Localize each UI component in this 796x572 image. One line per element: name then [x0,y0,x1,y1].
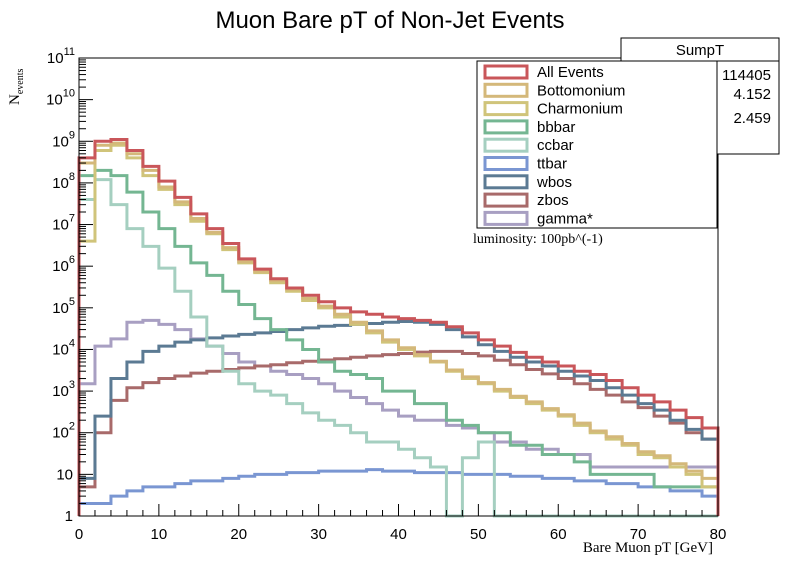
legend-label: wbos [536,174,572,191]
y-tick-base: 10 [47,50,64,67]
x-tick-label: 0 [75,526,83,543]
legend-label: ccbar [537,137,574,154]
y-tick-label: 103 [52,379,75,400]
y-tick-label: 104 [52,337,75,358]
legend-swatch [483,101,529,117]
y-tick-base: 10 [46,92,63,109]
legend-swatch [483,137,529,153]
x-tick-label: 10 [151,526,168,543]
y-tick-exponent: 7 [69,213,75,225]
y-axis-label-n: N [7,94,23,105]
legend-label: All Events [537,64,604,81]
y-tick-base: 10 [52,425,69,442]
legend-label: gamma* [537,210,593,227]
legend-swatch [483,119,529,135]
y-tick-label: 109 [52,129,75,150]
series-line-ttbar [77,468,720,516]
axes: 0 10 20 30 40 50 60 70 8011010210310410510610710… [46,46,726,543]
plot-area [77,138,720,518]
y-tick-label: 1 [65,508,73,525]
y-axis-label: Nevents [7,69,26,105]
stats-value-mean: 4.152 [733,86,771,103]
y-tick-exponent: 10 [63,88,75,100]
series-line-wbos [77,319,720,516]
legend-swatch [483,156,529,171]
series-line-bottomonium [77,141,720,516]
y-tick-label: 106 [52,254,75,275]
y-tick-label: 102 [52,421,75,442]
y-tick-base: 10 [52,341,69,358]
y-tick-label: 108 [52,171,75,192]
legend-swatch [483,192,529,208]
y-tick-exponent: 6 [69,254,75,266]
y-tick-exponent: 5 [69,296,75,308]
y-tick-label: 1010 [46,88,75,109]
legend-swatch [483,174,529,190]
x-tick-label: 30 [310,526,327,543]
legend-label: bbbar [537,119,575,136]
stats-value-stddev: 2.459 [733,110,771,127]
series-line-zbos [77,349,720,516]
x-tick-label: 60 [550,526,567,543]
stats-value-entries: 114405 [722,67,771,84]
y-tick-base: 10 [52,175,69,192]
x-axis-label: Bare Muon pT [GeV] [583,540,713,556]
y-tick-exponent: 9 [69,129,75,141]
series-line-bbbar [77,168,720,516]
y-tick-base: 10 [52,258,69,275]
legend-swatch [483,82,529,98]
x-tick-label: 80 [710,526,727,543]
legend-label: Charmonium [537,101,623,118]
y-tick-exponent: 2 [69,421,75,433]
y-tick-label: 1011 [47,46,75,67]
y-axis-label-main: Nevents [7,69,26,105]
stats-title: SumpT [676,42,724,59]
y-tick-label: 10 [56,466,73,483]
x-tick-label: 50 [470,526,487,543]
y-tick-base: 10 [52,300,69,317]
y-tick-label: 107 [52,213,75,234]
y-tick-exponent: 11 [64,46,75,58]
y-tick-base: 10 [52,217,69,234]
legend-label: Bottomonium [537,82,625,99]
x-tick-label: 40 [390,526,407,543]
y-tick-base: 10 [52,133,69,150]
legend-label: zbos [537,192,569,209]
legend-frame [476,60,718,229]
legend-label: ttbar [537,156,567,173]
y-tick-exponent: 4 [69,337,75,349]
legend-swatch [483,210,529,226]
legend-swatch [483,64,529,80]
y-axis-label-sub: events [15,69,26,95]
series-line-all-events [77,138,720,516]
y-tick-exponent: 3 [69,379,75,391]
luminosity-annotation: luminosity: 100pb^(-1) [473,232,603,247]
y-tick-base: 10 [52,383,69,400]
y-tick-label: 105 [52,296,75,317]
y-tick-exponent: 8 [69,171,75,183]
x-tick-label: 70 [630,526,647,543]
x-tick-label: 20 [230,526,247,543]
chart-title: Muon Bare pT of Non-Jet Events [215,7,564,34]
